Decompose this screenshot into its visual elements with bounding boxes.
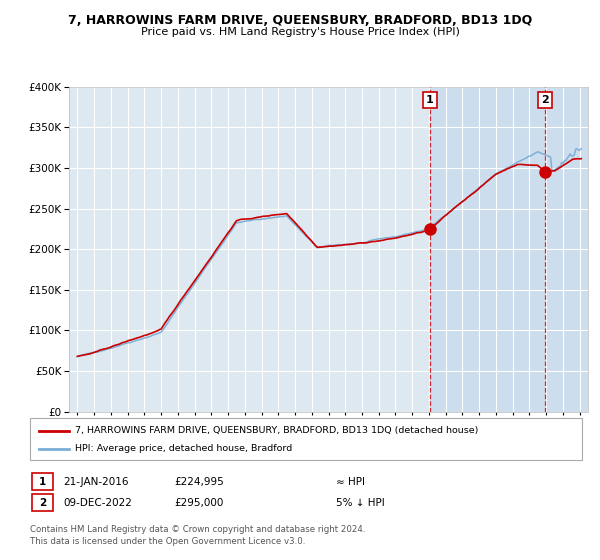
Text: £295,000: £295,000: [174, 498, 223, 508]
Text: 21-JAN-2016: 21-JAN-2016: [63, 477, 128, 487]
Text: HPI: Average price, detached house, Bradford: HPI: Average price, detached house, Brad…: [75, 444, 292, 453]
Text: £224,995: £224,995: [174, 477, 224, 487]
Text: 7, HARROWINS FARM DRIVE, QUEENSBURY, BRADFORD, BD13 1DQ (detached house): 7, HARROWINS FARM DRIVE, QUEENSBURY, BRA…: [75, 426, 478, 436]
Text: 7, HARROWINS FARM DRIVE, QUEENSBURY, BRADFORD, BD13 1DQ: 7, HARROWINS FARM DRIVE, QUEENSBURY, BRA…: [68, 14, 532, 27]
Text: ≈ HPI: ≈ HPI: [336, 477, 365, 487]
Text: 2: 2: [541, 95, 549, 105]
Text: 1: 1: [39, 477, 46, 487]
Text: 1: 1: [426, 95, 434, 105]
Text: Price paid vs. HM Land Registry's House Price Index (HPI): Price paid vs. HM Land Registry's House …: [140, 27, 460, 37]
Text: 09-DEC-2022: 09-DEC-2022: [63, 498, 132, 508]
Bar: [430, 87, 596, 412]
Text: 2: 2: [39, 498, 46, 508]
Text: Contains HM Land Registry data © Crown copyright and database right 2024.
This d: Contains HM Land Registry data © Crown c…: [30, 525, 365, 546]
Text: 5% ↓ HPI: 5% ↓ HPI: [336, 498, 385, 508]
